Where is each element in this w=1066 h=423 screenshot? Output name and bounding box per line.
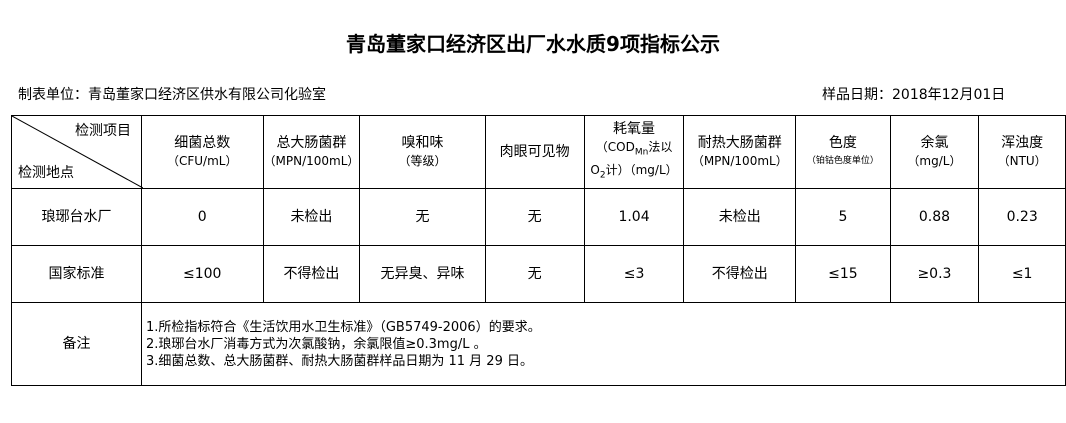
cell: ≥0.3 <box>889 245 980 303</box>
cell: 5 <box>795 188 891 246</box>
col-header: 细菌总数 （CFU/mL） <box>140 115 264 189</box>
location-label: 检测地点 <box>18 165 74 181</box>
cell: ≤15 <box>795 245 891 303</box>
row-label: 国家标准 <box>11 245 142 303</box>
issuing-unit: 制表单位：青岛董家口经济区供水有限公司化验室 <box>18 87 326 103</box>
cell: 无异臭、异味 <box>359 245 486 303</box>
cell: 0 <box>140 188 264 246</box>
note-line: 2.琅琊台水厂消毒方式为次氯酸钠，余氯限值≥0.3mg/L 。 <box>145 336 487 352</box>
diagonal-line <box>12 116 143 188</box>
notes-content: 1.所检指标符合《生活饮用水卫生标准》（GB5749-2006）的要求。 2.琅… <box>140 302 1066 386</box>
col-header: 总大肠菌群 （MPN/100mL） <box>262 115 361 189</box>
item-label: 检测项目 <box>74 123 131 139</box>
notes-label: 备注 <box>11 302 142 386</box>
cell: 1.04 <box>583 188 685 246</box>
cell: 不得检出 <box>683 245 797 303</box>
sample-date: 样品日期：2018年12月01日 <box>822 87 1006 103</box>
cell: 无 <box>359 188 486 246</box>
notes-row: 备注 1.所检指标符合《生活饮用水卫生标准》（GB5749-2006）的要求。 … <box>11 302 1066 386</box>
col-header: 浑浊度 （NTU） <box>978 115 1066 189</box>
note-line: 3.细菌总数、总大肠菌群、耐热大肠菌群样品日期为 11 月 29 日。 <box>145 353 533 369</box>
cell: 不得检出 <box>262 245 361 303</box>
cell: 未检出 <box>262 188 361 246</box>
cell: 0.88 <box>889 188 980 246</box>
table-row: 国家标准 ≤100 不得检出 无异臭、异味 无 ≤3 不得检出 ≤15 ≥0.3… <box>11 245 1066 303</box>
cell: 0.23 <box>978 188 1066 246</box>
cell: 无 <box>484 245 585 303</box>
col-header: 耗氧量 （CODMn法以 O2计）（mg/L） <box>583 115 685 189</box>
col-header: 肉眼可见物 <box>484 115 585 189</box>
table-row: 琅琊台水厂 0 未检出 无 无 1.04 未检出 5 0.88 0.23 <box>11 188 1066 246</box>
col-header: 耐热大肠菌群 （MPN/100mL） <box>683 115 797 189</box>
col-header: 色度 （铂钴色度单位） <box>795 115 891 189</box>
page-title: 青岛董家口经济区出厂水水质9项指标公示 <box>346 32 720 56</box>
row-label: 琅琊台水厂 <box>11 188 142 246</box>
note-line: 1.所检指标符合《生活饮用水卫生标准》（GB5749-2006）的要求。 <box>145 319 541 335</box>
cell: ≤3 <box>583 245 685 303</box>
col-header: 嗅和味 （等级） <box>359 115 486 189</box>
diagonal-header-cell: 检测项目 检测地点 <box>11 115 143 189</box>
header-row: 检测项目 检测地点 细菌总数 （CFU/mL） 总大肠菌群 （MPN/100mL） … <box>11 115 1066 189</box>
cell: ≤1 <box>978 245 1066 303</box>
cell: 无 <box>484 188 585 246</box>
col-header: 余氯 （mg/L） <box>889 115 980 189</box>
cell: 未检出 <box>683 188 797 246</box>
cell: ≤100 <box>140 245 264 303</box>
water-quality-table: 检测项目 检测地点 细菌总数 （CFU/mL） 总大肠菌群 （MPN/100mL） … <box>11 115 1066 386</box>
